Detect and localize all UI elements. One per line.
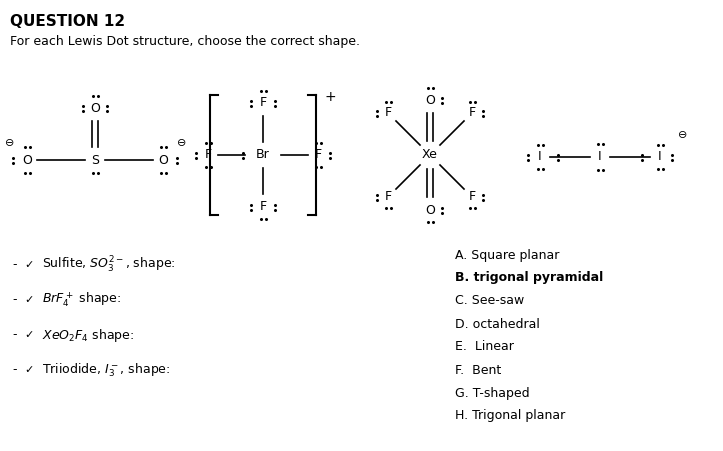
Text: F: F: [385, 106, 392, 120]
Text: ✓: ✓: [24, 365, 33, 375]
Text: E.  Linear: E. Linear: [455, 341, 514, 354]
Text: F: F: [205, 148, 212, 161]
Text: C. See-saw: C. See-saw: [455, 295, 524, 308]
Text: I: I: [598, 151, 602, 164]
Text: Xe: Xe: [422, 148, 438, 161]
Text: $XeO_2F_4$ shape:: $XeO_2F_4$ shape:: [42, 327, 134, 344]
Text: O: O: [90, 101, 100, 115]
Text: +: +: [324, 90, 335, 104]
Text: QUESTION 12: QUESTION 12: [10, 14, 125, 29]
Text: ✓: ✓: [24, 295, 33, 305]
Text: -: -: [12, 258, 17, 272]
Text: D. octahedral: D. octahedral: [455, 318, 540, 331]
Text: $\ominus$: $\ominus$: [4, 137, 14, 147]
Text: O: O: [158, 153, 168, 166]
Text: S: S: [91, 153, 99, 166]
Text: I: I: [658, 151, 662, 164]
Text: F: F: [469, 190, 476, 203]
Text: -: -: [12, 328, 17, 341]
Text: A. Square planar: A. Square planar: [455, 249, 560, 262]
Text: -: -: [12, 294, 17, 307]
Text: Sulfite, $SO_3^{2-}$, shape:: Sulfite, $SO_3^{2-}$, shape:: [42, 255, 176, 275]
Text: -: -: [12, 364, 17, 377]
Text: B. trigonal pyramidal: B. trigonal pyramidal: [455, 272, 603, 285]
Text: G. T-shaped: G. T-shaped: [455, 387, 530, 400]
Text: F: F: [469, 106, 476, 120]
Text: For each Lewis Dot structure, choose the correct shape.: For each Lewis Dot structure, choose the…: [10, 35, 360, 48]
Text: $BrF_4^+$ shape:: $BrF_4^+$ shape:: [42, 290, 121, 309]
Text: I: I: [538, 151, 542, 164]
Text: ✓: ✓: [24, 330, 33, 340]
Text: O: O: [22, 153, 32, 166]
Text: F: F: [260, 97, 267, 110]
Text: F: F: [385, 190, 392, 203]
Text: F: F: [260, 201, 267, 213]
Text: O: O: [425, 93, 435, 106]
Text: F: F: [315, 148, 322, 161]
Text: $\ominus$: $\ominus$: [176, 137, 186, 147]
Text: Triiodide, $I_3^-$, shape:: Triiodide, $I_3^-$, shape:: [42, 361, 171, 379]
Text: ✓: ✓: [24, 260, 33, 270]
Text: F.  Bent: F. Bent: [455, 364, 501, 377]
Text: $\ominus$: $\ominus$: [677, 129, 687, 141]
Text: H. Trigonal planar: H. Trigonal planar: [455, 410, 565, 423]
Text: Br: Br: [256, 148, 270, 161]
Text: O: O: [425, 203, 435, 216]
